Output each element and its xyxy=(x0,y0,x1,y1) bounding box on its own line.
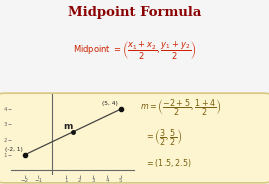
Text: Midpoint $= \left(\dfrac{x_1+x_2}{2},\dfrac{y_1+y_2}{2}\right)$: Midpoint $= \left(\dfrac{x_1+x_2}{2},\df… xyxy=(73,40,196,63)
Text: m: m xyxy=(63,122,72,131)
FancyBboxPatch shape xyxy=(0,93,269,183)
Text: (-2, 1): (-2, 1) xyxy=(5,147,22,152)
Text: $=(1.5, 2.5)$: $=(1.5, 2.5)$ xyxy=(145,157,192,169)
Text: $m=\left(\dfrac{-2+5}{2},\dfrac{1+4}{2}\right)$: $m=\left(\dfrac{-2+5}{2},\dfrac{1+4}{2}\… xyxy=(140,98,221,118)
Text: Midpoint Formula: Midpoint Formula xyxy=(68,6,201,19)
Text: $=\left(\dfrac{3}{2},\dfrac{5}{2}\right)$: $=\left(\dfrac{3}{2},\dfrac{5}{2}\right)… xyxy=(145,128,182,148)
Text: (5, 4): (5, 4) xyxy=(102,101,118,106)
